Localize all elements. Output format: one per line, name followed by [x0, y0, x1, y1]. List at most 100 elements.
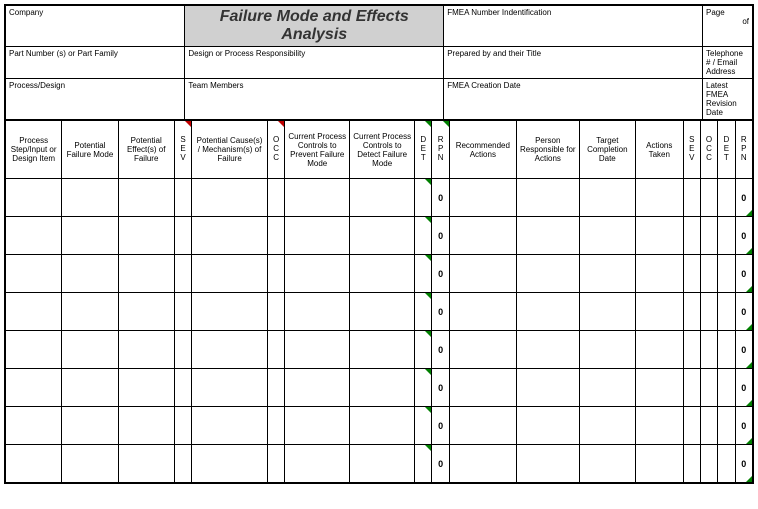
cell-7-13[interactable]: [635, 445, 683, 483]
cell-3-4[interactable]: [192, 293, 268, 331]
cell-6-2[interactable]: [118, 407, 174, 445]
cell-1-10[interactable]: [449, 217, 516, 255]
cell-0-4[interactable]: [192, 179, 268, 217]
company-cell[interactable]: Company: [6, 6, 185, 47]
cell-6-0[interactable]: [6, 407, 62, 445]
cell-5-1[interactable]: [62, 369, 118, 407]
cell-5-16[interactable]: [718, 369, 735, 407]
cell-7-4[interactable]: [192, 445, 268, 483]
cell-4-1[interactable]: [62, 331, 118, 369]
cell-3-7[interactable]: [350, 293, 415, 331]
cell-5-6[interactable]: [285, 369, 350, 407]
cell-4-3[interactable]: [174, 331, 191, 369]
cell-3-14[interactable]: [683, 293, 700, 331]
cell-4-13[interactable]: [635, 331, 683, 369]
cell-7-3[interactable]: [174, 445, 191, 483]
cell-4-10[interactable]: [449, 331, 516, 369]
cell-2-10[interactable]: [449, 255, 516, 293]
cell-6-11[interactable]: [516, 407, 579, 445]
cell-0-5[interactable]: [267, 179, 284, 217]
cell-2-5[interactable]: [267, 255, 284, 293]
cell-7-1[interactable]: [62, 445, 118, 483]
cell-6-12[interactable]: [579, 407, 635, 445]
cell-5-4[interactable]: [192, 369, 268, 407]
cell-1-14[interactable]: [683, 217, 700, 255]
cell-5-2[interactable]: [118, 369, 174, 407]
cell-0-14[interactable]: [683, 179, 700, 217]
cell-6-16[interactable]: [718, 407, 735, 445]
cell-2-15[interactable]: [700, 255, 717, 293]
cell-4-15[interactable]: [700, 331, 717, 369]
cell-2-9[interactable]: 0: [432, 255, 449, 293]
cell-3-5[interactable]: [267, 293, 284, 331]
cell-5-8[interactable]: [415, 369, 432, 407]
cell-2-4[interactable]: [192, 255, 268, 293]
cell-0-13[interactable]: [635, 179, 683, 217]
page-cell[interactable]: Page of: [703, 6, 753, 47]
cell-0-12[interactable]: [579, 179, 635, 217]
cell-1-15[interactable]: [700, 217, 717, 255]
cell-5-10[interactable]: [449, 369, 516, 407]
cell-2-8[interactable]: [415, 255, 432, 293]
cell-0-17[interactable]: 0: [735, 179, 752, 217]
cell-4-0[interactable]: [6, 331, 62, 369]
cell-0-16[interactable]: [718, 179, 735, 217]
cell-4-16[interactable]: [718, 331, 735, 369]
cell-5-12[interactable]: [579, 369, 635, 407]
cell-7-8[interactable]: [415, 445, 432, 483]
cell-2-13[interactable]: [635, 255, 683, 293]
cell-1-3[interactable]: [174, 217, 191, 255]
prepared-by-cell[interactable]: Prepared by and their Title: [444, 47, 703, 79]
cell-5-14[interactable]: [683, 369, 700, 407]
cell-5-15[interactable]: [700, 369, 717, 407]
cell-0-3[interactable]: [174, 179, 191, 217]
cell-3-17[interactable]: 0: [735, 293, 752, 331]
cell-3-3[interactable]: [174, 293, 191, 331]
cell-0-6[interactable]: [285, 179, 350, 217]
cell-5-13[interactable]: [635, 369, 683, 407]
cell-2-6[interactable]: [285, 255, 350, 293]
cell-1-9[interactable]: 0: [432, 217, 449, 255]
cell-3-2[interactable]: [118, 293, 174, 331]
cell-2-11[interactable]: [516, 255, 579, 293]
team-members-cell[interactable]: Team Members: [185, 79, 444, 120]
cell-1-6[interactable]: [285, 217, 350, 255]
cell-3-1[interactable]: [62, 293, 118, 331]
creation-date-cell[interactable]: FMEA Creation Date: [444, 79, 703, 120]
cell-7-2[interactable]: [118, 445, 174, 483]
cell-2-7[interactable]: [350, 255, 415, 293]
cell-0-7[interactable]: [350, 179, 415, 217]
cell-5-7[interactable]: [350, 369, 415, 407]
cell-7-15[interactable]: [700, 445, 717, 483]
cell-6-6[interactable]: [285, 407, 350, 445]
cell-7-11[interactable]: [516, 445, 579, 483]
cell-0-9[interactable]: 0: [432, 179, 449, 217]
cell-2-1[interactable]: [62, 255, 118, 293]
cell-4-5[interactable]: [267, 331, 284, 369]
cell-1-17[interactable]: 0: [735, 217, 752, 255]
cell-5-5[interactable]: [267, 369, 284, 407]
cell-4-4[interactable]: [192, 331, 268, 369]
process-design-cell[interactable]: Process/Design: [6, 79, 185, 120]
cell-7-9[interactable]: 0: [432, 445, 449, 483]
cell-7-16[interactable]: [718, 445, 735, 483]
cell-4-9[interactable]: 0: [432, 331, 449, 369]
cell-1-4[interactable]: [192, 217, 268, 255]
cell-7-17[interactable]: 0: [735, 445, 752, 483]
cell-0-11[interactable]: [516, 179, 579, 217]
cell-6-15[interactable]: [700, 407, 717, 445]
cell-1-13[interactable]: [635, 217, 683, 255]
cell-3-12[interactable]: [579, 293, 635, 331]
part-number-cell[interactable]: Part Number (s) or Part Family: [6, 47, 185, 79]
cell-3-15[interactable]: [700, 293, 717, 331]
cell-0-1[interactable]: [62, 179, 118, 217]
cell-6-5[interactable]: [267, 407, 284, 445]
cell-1-7[interactable]: [350, 217, 415, 255]
cell-4-14[interactable]: [683, 331, 700, 369]
cell-1-0[interactable]: [6, 217, 62, 255]
cell-3-16[interactable]: [718, 293, 735, 331]
cell-1-1[interactable]: [62, 217, 118, 255]
cell-0-2[interactable]: [118, 179, 174, 217]
cell-3-0[interactable]: [6, 293, 62, 331]
cell-1-11[interactable]: [516, 217, 579, 255]
